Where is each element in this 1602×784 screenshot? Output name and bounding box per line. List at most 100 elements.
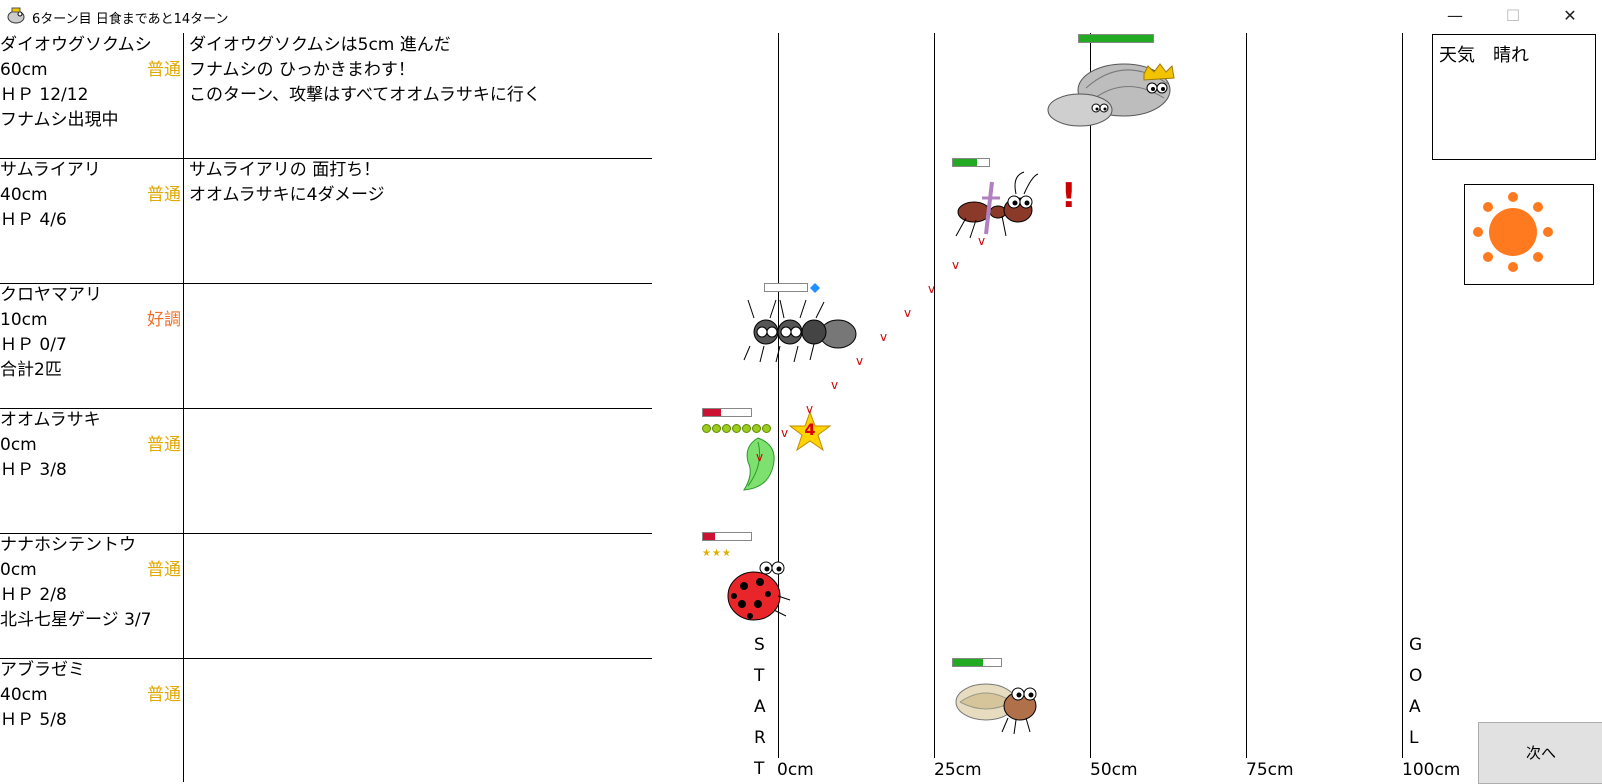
weather-panel: 天気 晴れ bbox=[1432, 34, 1596, 160]
tick-label-100cm: 100cm bbox=[1402, 760, 1461, 780]
damage-number: 4 bbox=[804, 420, 816, 439]
char-name: アブラゼミ bbox=[0, 660, 85, 680]
status-cell: ダイオウグソクムシ 60cm 普通 ＨＰ 12/12 フナムシ出現中 bbox=[0, 33, 183, 133]
status-row-aburazemi: アブラゼミ 40cm 普通 ＨＰ 5/8 bbox=[0, 658, 652, 782]
track-line-50cm bbox=[1090, 33, 1091, 758]
hp-bar-oomurasaki bbox=[702, 408, 752, 417]
title-bar: 6ターン目 日食まであと14ターン — ☐ ✕ bbox=[0, 0, 1602, 32]
star-icon: ★ bbox=[721, 548, 731, 559]
start-letter: T bbox=[754, 666, 765, 686]
nanahoshitentou-sprite bbox=[727, 561, 791, 621]
char-distance: 60cm bbox=[0, 60, 48, 80]
tick-label-50cm: 50cm bbox=[1090, 760, 1138, 780]
char-condition: 普通 bbox=[147, 685, 181, 705]
log-line: このターン、攻撃はすべてオオムラサキに行く bbox=[189, 85, 541, 105]
char-hp: ＨＰ 2/8 bbox=[0, 585, 67, 605]
window-title: 6ターン目 日食まであと14ターン bbox=[32, 12, 229, 27]
pip-icon bbox=[732, 424, 741, 433]
tick-label-25cm: 25cm bbox=[934, 760, 982, 780]
char-distance: 40cm bbox=[0, 185, 48, 205]
star-icon: ★ bbox=[702, 548, 711, 559]
aburazemi-sprite bbox=[955, 683, 1037, 735]
row-divider bbox=[183, 158, 184, 283]
maximize-button[interactable]: ☐ bbox=[1505, 6, 1521, 25]
diamond-icon bbox=[810, 283, 820, 293]
log-line: サムライアリの 面打ち！ bbox=[189, 160, 381, 180]
hp-bar-aburazemi bbox=[952, 658, 1002, 667]
char-name: クロヤマアリ bbox=[0, 285, 102, 305]
status-cell: ナナホシテントウ 0cm 普通 ＨＰ 2/8 北斗七星ゲージ 3/7 bbox=[0, 533, 183, 633]
goal-letter: A bbox=[1409, 697, 1421, 717]
status-row-daiougusokumushi: ダイオウグソクムシ 60cm 普通 ＨＰ 12/12 フナムシ出現中 ダイオウグ… bbox=[0, 33, 652, 159]
hp-bar-nanahoshitentou bbox=[702, 532, 752, 541]
status-row-samuraiari: サムライアリ 40cm 普通 ＨＰ 4/6 サムライアリの 面打ち！ オオムラサ… bbox=[0, 158, 652, 284]
row-divider bbox=[183, 283, 184, 408]
char-distance: 40cm bbox=[0, 685, 48, 705]
char-name: サムライアリ bbox=[0, 160, 101, 180]
track-line-75cm bbox=[1246, 33, 1247, 758]
char-condition: 普通 bbox=[147, 185, 181, 205]
hp-fill bbox=[703, 533, 715, 540]
char-hp: ＨＰ 12/12 bbox=[0, 85, 89, 105]
char-extra: 北斗七星ゲージ 3/7 bbox=[0, 610, 152, 630]
star-icon: ★ bbox=[711, 548, 721, 559]
track-line-0cm bbox=[778, 33, 779, 758]
goal-letter: O bbox=[1409, 666, 1423, 686]
start-letter: R bbox=[754, 728, 766, 748]
next-button[interactable]: 次へ bbox=[1478, 722, 1602, 784]
row-divider bbox=[183, 533, 184, 658]
start-letter: A bbox=[754, 697, 766, 717]
pip-icon bbox=[742, 424, 751, 433]
pip-icon bbox=[712, 424, 721, 433]
status-row-kuroyamaari: クロヤマアリ 10cm 好調 ＨＰ 0/7 合計2匹 bbox=[0, 283, 652, 409]
alert-exclaim: ! bbox=[1061, 176, 1077, 216]
hp-fill bbox=[953, 659, 983, 666]
status-cell: サムライアリ 40cm 普通 ＨＰ 4/6 bbox=[0, 158, 183, 258]
track-line-100cm bbox=[1402, 33, 1403, 758]
log-cell: ダイオウグソクムシは5cm 進んだ フナムシの ひっかきまわす！ このターン、攻… bbox=[189, 33, 649, 108]
minimize-button[interactable]: — bbox=[1447, 6, 1463, 25]
hp-fill bbox=[703, 409, 721, 416]
pip-icon bbox=[722, 424, 731, 433]
char-hp: ＨＰ 4/6 bbox=[0, 210, 67, 230]
attack-mark: v bbox=[756, 450, 764, 464]
goal-letter: L bbox=[1409, 728, 1419, 748]
log-line: オオムラサキに4ダメージ bbox=[189, 185, 385, 205]
start-letter: S bbox=[754, 635, 765, 655]
weather-label: 天気 晴れ bbox=[1439, 45, 1529, 66]
char-condition: 好調 bbox=[147, 310, 181, 330]
goal-letter: G bbox=[1409, 635, 1423, 655]
attack-mark: v bbox=[880, 330, 888, 344]
char-hp: ＨＰ 3/8 bbox=[0, 460, 67, 480]
status-cell: クロヤマアリ 10cm 好調 ＨＰ 0/7 合計2匹 bbox=[0, 283, 183, 383]
char-extra: フナムシ出現中 bbox=[0, 110, 119, 130]
row-divider bbox=[183, 658, 184, 782]
char-distance: 0cm bbox=[0, 560, 37, 580]
attack-mark: v bbox=[806, 402, 814, 416]
close-button[interactable]: ✕ bbox=[1563, 6, 1577, 25]
status-table: ダイオウグソクムシ 60cm 普通 ＨＰ 12/12 フナムシ出現中 ダイオウグ… bbox=[0, 33, 652, 782]
char-extra: 合計2匹 bbox=[0, 360, 62, 380]
attack-mark: v bbox=[831, 378, 839, 392]
char-hp: ＨＰ 5/8 bbox=[0, 710, 67, 730]
row-divider bbox=[183, 33, 184, 158]
tick-label-0cm: 0cm bbox=[777, 760, 814, 780]
weather-icon-box bbox=[1464, 184, 1594, 285]
attack-mark: v bbox=[904, 306, 912, 320]
row-divider bbox=[183, 408, 184, 533]
char-name: オオムラサキ bbox=[0, 410, 101, 430]
oomurasaki-sprite bbox=[743, 437, 775, 491]
attack-mark: v bbox=[978, 234, 986, 248]
pip-icon bbox=[702, 424, 711, 433]
log-line: ダイオウグソクムシは5cm 進んだ bbox=[189, 35, 451, 55]
log-line bbox=[189, 208, 649, 233]
sun-icon bbox=[1473, 192, 1553, 272]
char-name: ダイオウグソクムシ bbox=[0, 35, 152, 55]
pip-icon bbox=[752, 424, 761, 433]
char-distance: 0cm bbox=[0, 435, 37, 455]
attack-mark: v bbox=[928, 282, 936, 296]
tick-label-75cm: 75cm bbox=[1246, 760, 1294, 780]
char-condition: 普通 bbox=[147, 435, 181, 455]
char-distance: 10cm bbox=[0, 310, 48, 330]
status-row-oomurasaki: オオムラサキ 0cm 普通 ＨＰ 3/8 bbox=[0, 408, 652, 534]
